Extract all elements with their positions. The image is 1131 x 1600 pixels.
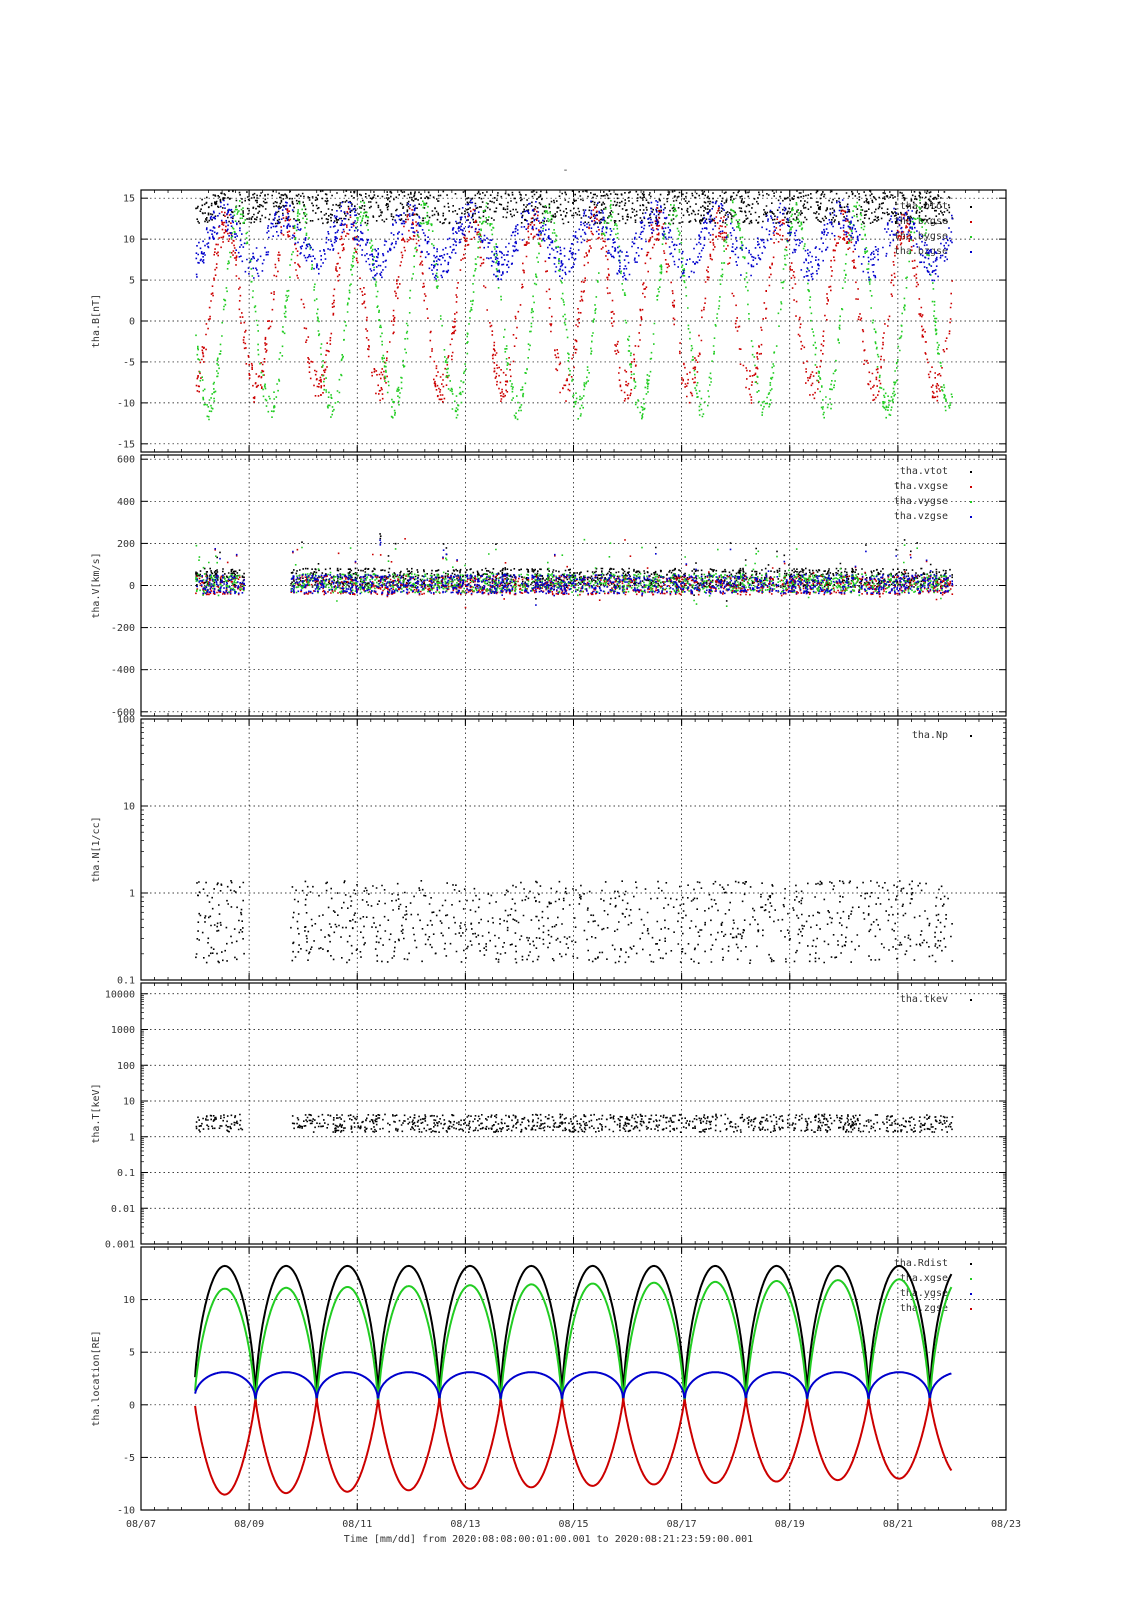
legend-label: tha.vygse [894,496,948,507]
y-tick-label: 1 [129,889,135,900]
y-tick-label: -10 [117,398,135,409]
legend-label: tha.xgse [900,1273,948,1284]
panel-4: 10000 1000 100 10 1 0.1 0.01 0.001 tha.T[keV] tha… [91,982,1007,1251]
legend-marker [970,206,972,208]
series-points-tha.bzgse [195,199,954,282]
legend-marker [970,501,972,503]
legend-label: tha.Rdist [894,1258,948,1269]
y-tick-label: 600 [117,455,135,466]
y-tick-label: 5 [129,276,135,287]
y-tick-label: -200 [111,623,135,634]
legend-label: tha.ygse [900,1288,948,1299]
y-tick-label: -400 [111,665,135,676]
legend-marker [970,221,972,223]
y-tick-label: 0.01 [111,1204,135,1215]
data-marks [194,1264,953,1496]
y-tick-label: 1 [129,1132,135,1143]
series-points-tha.bygse [195,199,953,421]
y-tick-label: 10000 [105,989,135,1000]
legend-label: tha.btot [900,201,948,212]
legend-marker [970,999,972,1001]
legend-marker [970,251,972,253]
y-tick-label: 10 [123,235,135,246]
y-tick-label: 0 [129,1400,135,1411]
x-tick-label: 08/19 [775,1519,805,1530]
data-marks [195,880,954,964]
y-tick-label: 0 [129,317,135,328]
legend-label: tha.tkev [900,994,948,1005]
y-tick-label: -15 [117,439,135,450]
legend-label: tha.Np [912,730,948,741]
legend-label: tha.bxgse [894,216,948,227]
panel-1: 15 10 5 0 -5 -10 -15 tha.B[nT] tha.btot tha.bxgse… [91,189,1007,453]
legend-marker [970,516,972,518]
legend-marker [970,1293,972,1295]
series-points-tha.btot [195,190,954,225]
legend-marker [970,471,972,473]
x-tick-label: 08/17 [667,1519,697,1530]
data-marks [195,1113,954,1133]
y-axis-label: tha.V[km/s] [91,552,102,618]
legend-label: tha.bzgse [894,246,948,257]
series-line-tha.Rdist [194,1264,953,1398]
x-axis-label: Time [mm/dd] from 2020:08:08:00:01:00.00… [344,1534,753,1545]
x-tick-label: 08/11 [342,1519,372,1530]
y-axis-label: tha.T[keV] [91,1083,102,1143]
y-tick-label: 100 [117,1061,135,1072]
legend-marker [970,486,972,488]
y-tick-label: 200 [117,539,135,550]
legend-marker [970,735,972,737]
legend-marker [970,1278,972,1280]
y-tick-label: -10 [117,1506,135,1517]
series-line-tha.ygse [194,1371,952,1401]
y-tick-label: 400 [117,497,135,508]
y-tick-label: 5 [129,1348,135,1359]
legend-label: tha.zgse [900,1303,948,1314]
y-axis-label: tha.B[nT] [91,294,102,348]
panel-3: 100 10 1 0.1 tha.N[1/cc] tha.Np [91,715,1007,987]
legend-label: tha.vtot [900,466,948,477]
legend-marker [970,1263,972,1265]
y-tick-label: 15 [123,194,135,205]
series-points-tha.vygse [195,538,951,607]
y-tick-label: 0.001 [105,1240,135,1251]
data-marks [195,533,954,609]
time-axis: 08/07 08/09 08/11 08/13 08/15 08/17 08/19 08/21… [126,1519,1021,1545]
x-tick-label: 08/07 [126,1519,156,1530]
data-marks [195,190,954,421]
y-tick-label: 0.1 [117,976,135,987]
y-tick-label: 1000 [111,1025,135,1036]
y-tick-label: 10 [123,802,135,813]
y-tick-label: 0 [129,581,135,592]
y-tick-label: 0.1 [117,1168,135,1179]
legend-marker [970,1308,972,1310]
series-line-tha.xgse [194,1278,953,1407]
legend-marker [970,236,972,238]
x-tick-label: 08/13 [450,1519,480,1530]
y-tick-label: -5 [123,1453,135,1464]
series-points-tha.bxgse [195,206,953,404]
y-axis-label: tha.location[RE] [91,1330,102,1426]
x-tick-label: 08/15 [558,1519,588,1530]
y-tick-label: 100 [117,715,135,726]
y-tick-label: 10 [123,1097,135,1108]
page-title: - [562,165,569,176]
series-points-tha.tkev [195,1113,954,1133]
x-tick-label: 08/21 [883,1519,913,1530]
y-tick-label: -600 [111,707,135,718]
y-tick-label: 10 [123,1295,135,1306]
x-tick-label: 08/23 [991,1519,1021,1530]
series-points-tha.Np [195,880,954,964]
x-tick-label: 08/09 [234,1519,264,1530]
legend-label: tha.vzgse [894,511,948,522]
panel-5: 10 5 0 -5 -10 tha.location[RE] tha.Rdist tha.xg… [91,1246,1007,1517]
y-tick-label: -5 [123,357,135,368]
panel-2: 600 400 200 0 -200 -400 -600 tha.V[km/s] tha.vto… [91,454,1007,718]
legend-label: tha.vxgse [894,481,948,492]
series-line-tha.zgse [194,1398,953,1496]
y-axis-label: tha.N[1/cc] [91,816,102,882]
